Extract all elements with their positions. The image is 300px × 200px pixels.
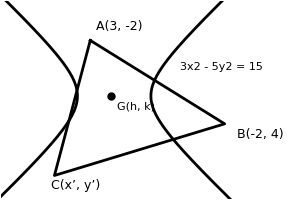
Text: C(x’, y’): C(x’, y’) — [52, 179, 101, 192]
Text: G(h, k): G(h, k) — [117, 102, 155, 112]
Text: A(3, -2): A(3, -2) — [96, 20, 143, 33]
Text: 3x2 - 5y2 = 15: 3x2 - 5y2 = 15 — [180, 62, 263, 72]
Text: B(-2, 4): B(-2, 4) — [237, 128, 283, 141]
